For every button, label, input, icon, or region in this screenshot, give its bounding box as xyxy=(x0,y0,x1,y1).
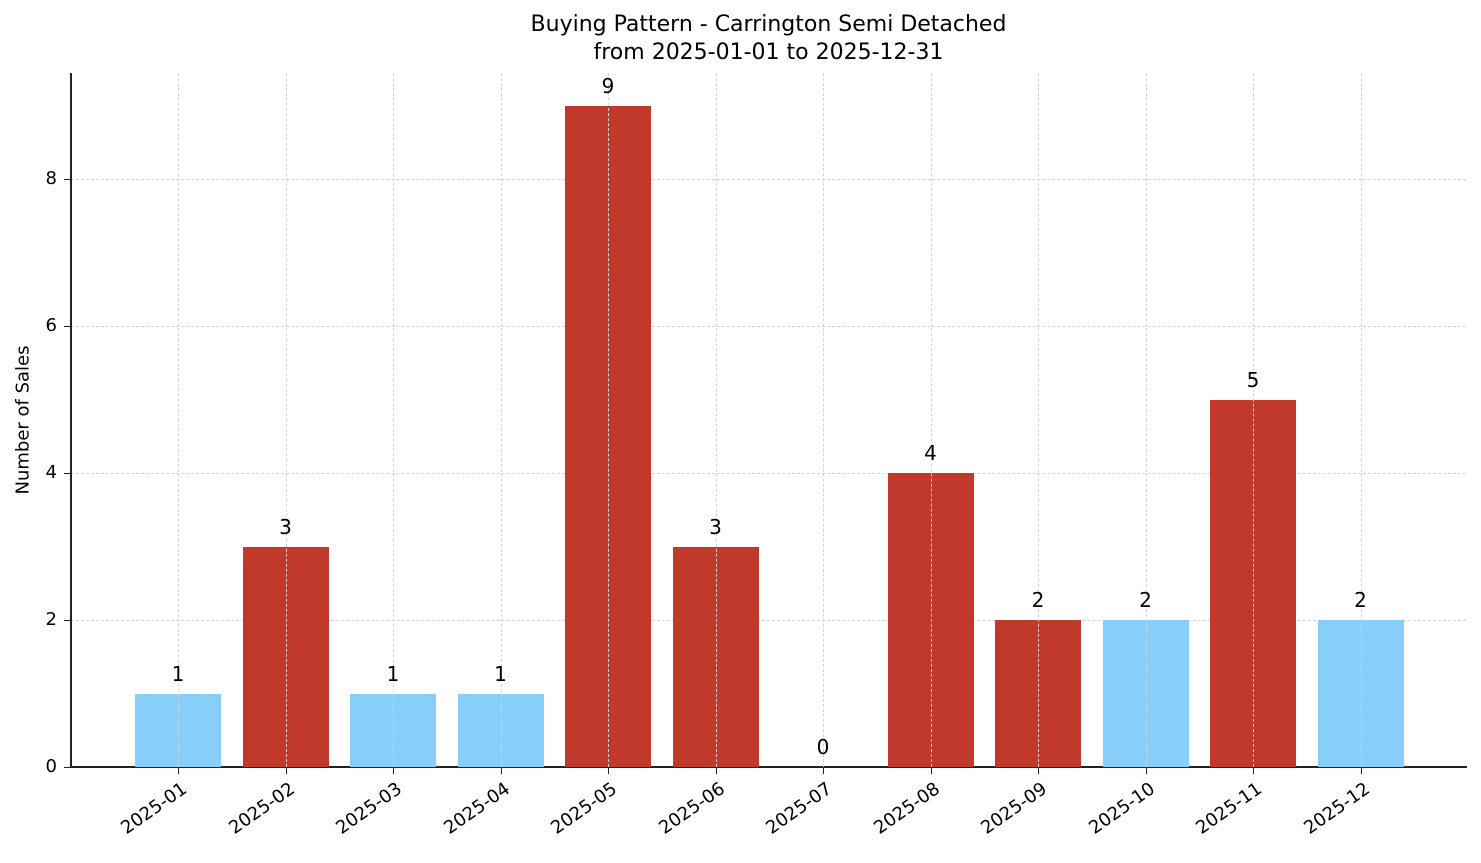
x-tick xyxy=(823,768,824,774)
x-gridline xyxy=(823,73,824,767)
bar-value-label: 9 xyxy=(601,74,615,99)
y-gridline xyxy=(71,179,1466,181)
bar-value-label: 2 xyxy=(1139,588,1152,613)
x-tick xyxy=(1038,768,1039,774)
y-tick-label: 6 xyxy=(45,315,57,337)
y-tick-label: 2 xyxy=(45,609,57,631)
bar-value-label: 0 xyxy=(816,735,830,759)
x-gridline xyxy=(1038,73,1039,767)
bar-value-label: 1 xyxy=(386,661,400,686)
x-gridline xyxy=(285,73,287,767)
x-tick-label: 2025-10 xyxy=(1084,778,1159,839)
x-gridline xyxy=(500,73,502,767)
x-gridline xyxy=(1145,73,1147,767)
bar-value-label: 2 xyxy=(1354,588,1367,613)
x-tick-label: 2025-11 xyxy=(1192,778,1266,839)
bar-value-label: 4 xyxy=(924,441,937,466)
y-tick-label: 0 xyxy=(45,756,57,777)
x-gridline xyxy=(608,73,609,767)
y-tick xyxy=(64,767,70,768)
y-tick xyxy=(64,620,70,622)
bar-value-label: 5 xyxy=(1246,367,1260,392)
x-tick-label: 2025-09 xyxy=(977,778,1051,839)
bar-value-label: 2 xyxy=(1031,588,1045,613)
bar-value-label: 1 xyxy=(494,661,507,686)
y-gridline xyxy=(71,473,1466,475)
x-tick xyxy=(393,768,394,774)
chart-title-main: Buying Pattern - Carrington Semi Detache… xyxy=(530,12,1007,37)
x-gridline xyxy=(1360,73,1362,767)
x-tick xyxy=(1145,768,1147,774)
y-axis-line xyxy=(70,73,72,768)
plot-area: 1 3 1 1 9 3 0 4 2 2 5 2 xyxy=(71,73,1466,767)
x-tick-label: 2025-08 xyxy=(869,778,944,839)
y-tick xyxy=(64,473,70,475)
x-tick xyxy=(608,768,609,774)
x-gridline xyxy=(1253,73,1254,767)
y-gridline xyxy=(71,620,1466,622)
bar-value-label: 3 xyxy=(709,514,722,539)
x-tick-label: 2025-06 xyxy=(654,778,729,839)
x-tick-label: 2025-12 xyxy=(1299,778,1374,839)
x-tick-label: 2025-03 xyxy=(332,778,406,839)
x-axis-line xyxy=(70,766,1467,768)
x-tick xyxy=(715,768,717,774)
y-tick-label: 8 xyxy=(45,168,57,190)
x-gridline xyxy=(715,73,717,767)
y-tick xyxy=(64,326,70,328)
chart-subtitle: from 2025-01-01 to 2025-12-31 xyxy=(593,40,944,65)
y-tick-label: 4 xyxy=(45,462,57,484)
x-gridline xyxy=(178,73,179,767)
x-tick xyxy=(1360,768,1362,774)
x-tick xyxy=(500,768,502,774)
x-tick-label: 2025-04 xyxy=(439,778,514,839)
x-tick xyxy=(930,768,932,774)
y-gridline xyxy=(71,326,1466,328)
x-tick-label: 2025-07 xyxy=(762,778,836,839)
x-tick-label: 2025-02 xyxy=(224,778,299,839)
x-gridline xyxy=(930,73,932,767)
x-tick-label: 2025-01 xyxy=(117,778,191,839)
bar-value-label: 3 xyxy=(279,514,292,539)
x-tick-label: 2025-05 xyxy=(547,778,621,839)
chart-title: Buying Pattern - Carrington Semi Detache… xyxy=(0,11,1481,67)
x-tick xyxy=(178,768,179,774)
x-tick xyxy=(285,768,287,774)
x-tick xyxy=(1253,768,1254,774)
x-gridline xyxy=(393,73,394,767)
bar-value-label: 1 xyxy=(171,661,185,686)
y-tick xyxy=(64,179,70,181)
